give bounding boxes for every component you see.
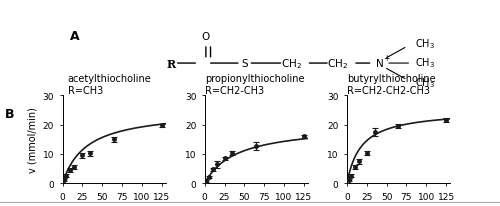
- Text: S: S: [242, 59, 248, 69]
- Text: N: N: [376, 59, 384, 69]
- Text: +: +: [383, 54, 389, 63]
- Text: O: O: [202, 32, 210, 42]
- Y-axis label: v (mmol/min): v (mmol/min): [27, 107, 37, 172]
- Text: CH$_3$: CH$_3$: [415, 56, 435, 70]
- Text: A: A: [70, 30, 80, 43]
- Text: CH$_3$: CH$_3$: [415, 76, 435, 89]
- Text: CH$_3$: CH$_3$: [415, 37, 435, 50]
- Text: CH$_2$: CH$_2$: [280, 57, 301, 71]
- Text: CH$_2$: CH$_2$: [327, 57, 348, 71]
- Text: B: B: [5, 107, 15, 120]
- Text: acetylthiocholine
R=CH3: acetylthiocholine R=CH3: [68, 74, 152, 95]
- Text: propionylthiocholine
R=CH2-CH3: propionylthiocholine R=CH2-CH3: [204, 74, 304, 95]
- Text: R: R: [166, 58, 175, 69]
- Text: butyrylthiocholine
R=CH2-CH2-CH3: butyrylthiocholine R=CH2-CH2-CH3: [347, 74, 436, 95]
